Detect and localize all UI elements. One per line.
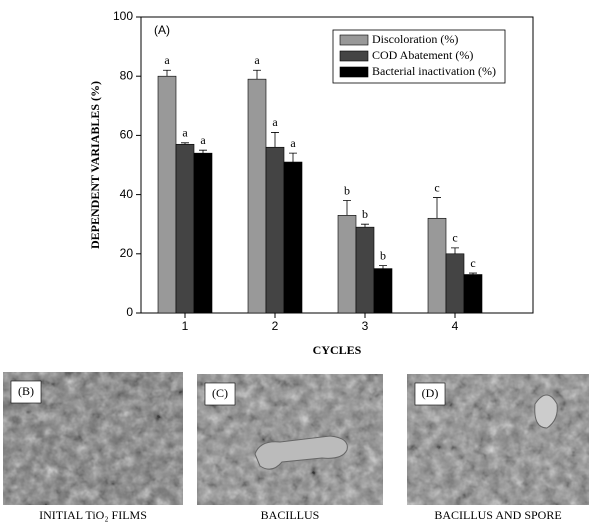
panel-label: (D) <box>422 386 439 400</box>
bar <box>247 78 267 314</box>
bacillus-shape <box>254 435 348 470</box>
error-bar <box>199 149 207 154</box>
bar <box>445 253 465 314</box>
significance-letter: a <box>290 136 296 150</box>
error-bar <box>433 197 441 219</box>
x-tick-label: 2 <box>272 319 279 333</box>
panel-label: (C) <box>212 386 228 400</box>
bar <box>463 274 483 314</box>
panel-label: (A) <box>154 23 170 37</box>
y-tick-label: 80 <box>120 68 134 82</box>
bar <box>157 75 177 314</box>
significance-letter: b <box>380 248 386 262</box>
panel-label-box <box>204 382 236 406</box>
legend: Discoloration (%) COD Abatement (%) Bacter… <box>332 29 506 84</box>
image-panels: (B) INITIAL TiO₂ FILMS (C) BACILLUS (D) BACIL… <box>3 372 589 522</box>
x-tick-label: 1 <box>182 319 189 333</box>
spore-shape <box>534 394 558 429</box>
y-tick-label: 20 <box>120 246 134 260</box>
legend-label: COD Abatement (%) <box>372 48 473 62</box>
y-tick-label: 60 <box>120 128 134 142</box>
panel-label-box <box>10 380 42 404</box>
bar <box>337 215 357 314</box>
significance-letter: a <box>272 115 278 129</box>
y-tick-label: 0 <box>126 305 133 319</box>
legend-swatch <box>339 66 369 78</box>
panel-caption: BACILLUS <box>261 508 320 522</box>
x-axis-label: CYCLES <box>313 343 362 357</box>
plot-frame <box>140 16 534 314</box>
significance-letter: a <box>164 53 170 67</box>
legend-label: Discoloration (%) <box>372 32 458 46</box>
bar <box>373 268 393 314</box>
significance-letter: c <box>452 231 457 245</box>
significance-letter: b <box>344 183 350 197</box>
error-bar <box>469 272 477 275</box>
y-tick-label: 100 <box>113 9 133 23</box>
error-bar <box>181 142 189 145</box>
bar <box>283 161 303 314</box>
y-tick-label: 40 <box>120 187 134 201</box>
bar <box>193 152 213 314</box>
panel-label: (B) <box>18 384 34 398</box>
legend-label: Bacterial inactivation (%) <box>372 64 496 78</box>
significance-letter: a <box>182 126 188 140</box>
error-bar <box>289 152 297 163</box>
bar <box>427 217 447 314</box>
error-bar <box>163 69 171 77</box>
bar <box>175 143 195 314</box>
error-bar <box>451 247 459 254</box>
y-axis-label: DEPENDENT VARIABLES (%) <box>88 81 102 249</box>
bar-chart: 0 20 40 60 80 100 DEPENDENT VARIABLES (%) CYCLE… <box>88 9 534 357</box>
x-tick-label: 4 <box>452 319 459 333</box>
panel-caption: BACILLUS AND SPORE <box>434 508 561 522</box>
error-bar <box>271 132 279 148</box>
bar <box>355 226 375 314</box>
significance-letter: c <box>434 180 439 194</box>
significance-letter: a <box>254 53 260 67</box>
legend-swatch <box>339 34 369 46</box>
panel-caption: INITIAL TiO₂ FILMS <box>39 508 147 522</box>
significance-letter: b <box>362 207 368 221</box>
legend-swatch <box>339 50 369 62</box>
significance-letter: c <box>470 256 475 270</box>
panel-label-box <box>414 382 446 406</box>
error-bar <box>361 223 369 228</box>
x-tick-label: 3 <box>362 319 369 333</box>
error-bar <box>379 265 387 269</box>
error-bar <box>253 69 261 80</box>
error-bar <box>343 200 351 216</box>
significance-letter: a <box>200 133 206 147</box>
bar <box>265 146 285 314</box>
